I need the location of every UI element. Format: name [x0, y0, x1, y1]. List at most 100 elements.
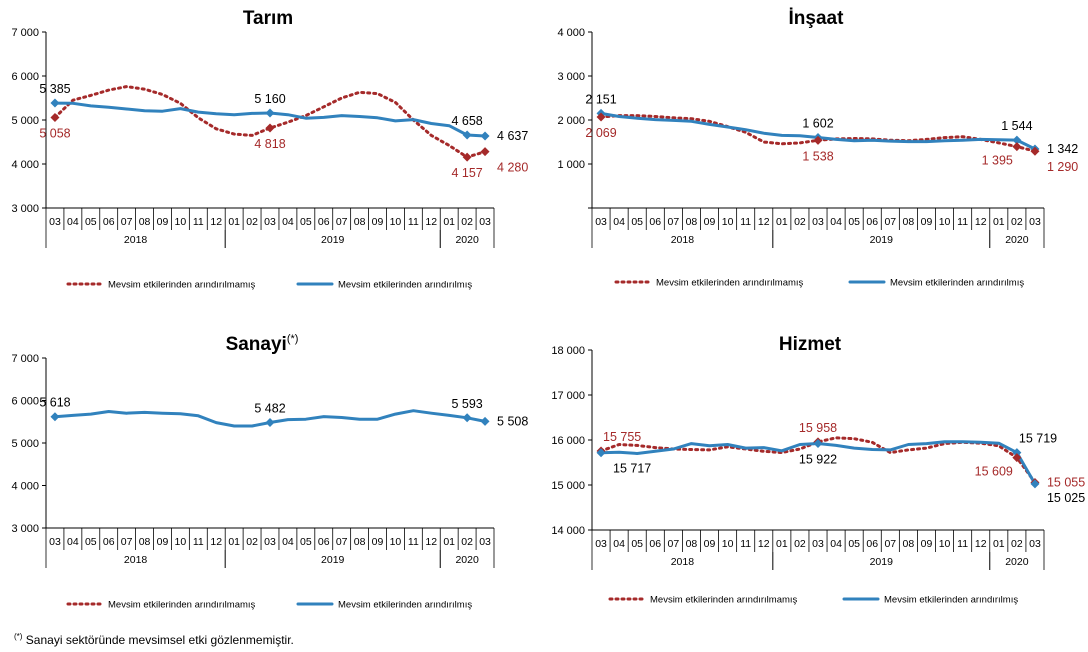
year-label: 2019: [321, 234, 345, 246]
x-tick-label: 07: [121, 216, 133, 228]
x-tick-label: 09: [921, 538, 933, 550]
y-tick-label: 3 000: [11, 203, 39, 215]
legend-label: Mevsim etkilerinden arındırılmamış: [108, 280, 256, 291]
x-tick-label: 09: [372, 216, 384, 228]
x-tick-label: 03: [812, 538, 824, 550]
y-tick-label: 17 000: [551, 390, 585, 402]
x-tick-label: 06: [318, 536, 330, 548]
x-tick-label: 10: [175, 216, 187, 228]
year-label: 2018: [124, 554, 148, 566]
x-tick-label: 05: [85, 536, 97, 548]
data-label: 15 025: [1047, 491, 1085, 505]
year-label: 2019: [321, 554, 345, 566]
x-tick-label: 12: [210, 536, 222, 548]
data-label: 15 755: [603, 430, 641, 444]
x-tick-label: 01: [776, 216, 788, 228]
x-tick-label: 08: [139, 216, 151, 228]
x-tick-label: 04: [613, 538, 625, 550]
x-tick-label: 07: [884, 216, 896, 228]
y-tick-label: 4 000: [11, 159, 39, 171]
x-tick-label: 03: [479, 536, 491, 548]
y-tick-label: 4 000: [557, 27, 585, 39]
data-label: 5 618: [39, 396, 70, 410]
y-tick-label: 5 000: [11, 115, 39, 127]
data-label: 4 637: [497, 129, 528, 143]
x-tick-label: 10: [390, 536, 402, 548]
y-tick-label: 1 000: [557, 159, 585, 171]
x-tick-label: 04: [830, 216, 842, 228]
x-tick-label: 01: [776, 538, 788, 550]
x-tick-label: 08: [354, 216, 366, 228]
marker-raw: [1012, 142, 1022, 152]
x-tick-label: 11: [957, 216, 968, 228]
x-tick-label: 12: [758, 216, 770, 228]
year-label: 2018: [671, 556, 695, 568]
data-label: 4 157: [451, 166, 482, 180]
chart-svg: Tarım 3 000 4 000 5 000 6 000 7 000 03 04 05 06 07…: [11, 8, 528, 291]
x-tick-label: 09: [372, 536, 384, 548]
x-tick-label: 05: [848, 216, 860, 228]
legend-label: Mevsim etkilerinden arındırılmış: [890, 278, 1024, 289]
y-tick-label: 7 000: [11, 353, 39, 365]
x-tick-label: 10: [939, 216, 951, 228]
x-tick-label: 07: [668, 216, 680, 228]
x-tick-label: 11: [408, 216, 419, 228]
data-label: 5 593: [451, 397, 482, 411]
marker-raw: [50, 112, 60, 122]
footnote-text: Sanayi sektöründe mevsimsel etki gözlenm…: [22, 633, 294, 647]
x-tick-label: 04: [282, 216, 294, 228]
x-tick-label: 05: [300, 536, 312, 548]
year-label: 2018: [124, 234, 148, 246]
year-label: 2020: [455, 554, 479, 566]
marker-sa: [50, 412, 60, 422]
data-label: 15 055: [1047, 476, 1085, 490]
x-tick-label: 08: [686, 216, 698, 228]
chart-insaat: İnşaat 1 000 2 000 3 000 4 000 03 04 05 06 07 08 09…: [544, 0, 1088, 300]
marker-raw: [1012, 453, 1022, 463]
marker-sa: [462, 130, 472, 140]
marker-sa: [1012, 448, 1022, 458]
chart-svg: İnşaat 1 000 2 000 3 000 4 000 03 04 05 06 07 08 09…: [557, 8, 1078, 289]
x-tick-label: 12: [975, 538, 987, 550]
x-tick-label: 03: [49, 536, 61, 548]
x-tick-label: 08: [686, 538, 698, 550]
data-label: 2 069: [585, 126, 616, 140]
chart-svg: Hizmet 14 000 15 000 16 000 17 000 18 000 03 04…: [551, 334, 1085, 606]
x-tick-label: 09: [921, 216, 933, 228]
data-label: 1 290: [1047, 160, 1078, 174]
x-tick-label: 07: [668, 538, 680, 550]
year-label: 2020: [1005, 556, 1029, 568]
data-label: 1 544: [1001, 119, 1032, 133]
chart-svg: Sanayi(*) 3 000 4 000 5 000 6 000 7 000 03 04 05…: [11, 333, 528, 611]
chart-sanayi: Sanayi(*) 3 000 4 000 5 000 6 000 7 000 03 04 05…: [0, 322, 540, 622]
data-label: 5 058: [39, 126, 70, 140]
marker-sa: [50, 98, 60, 108]
data-label: 1 538: [802, 149, 833, 163]
marker-raw: [1030, 146, 1040, 156]
marker-raw: [813, 135, 823, 145]
y-tick-label: 7 000: [11, 27, 39, 39]
x-tick-label: 10: [939, 538, 951, 550]
y-tick-label: 2 000: [557, 115, 585, 127]
x-tick-label: 01: [228, 216, 240, 228]
x-tick-label: 04: [830, 538, 842, 550]
legend-label: Mevsim etkilerinden arındırılmamış: [656, 278, 804, 289]
x-tick-label: 01: [993, 216, 1005, 228]
marker-raw: [480, 147, 490, 157]
year-label: 2018: [671, 234, 695, 246]
x-tick-label: 04: [67, 536, 79, 548]
chart-title-sup: (*): [287, 333, 299, 345]
data-label: 15 717: [613, 462, 651, 476]
x-tick-label: 10: [390, 216, 402, 228]
x-tick-label: 11: [193, 216, 204, 228]
marker-sa: [265, 108, 275, 118]
y-tick-label: 6 000: [11, 71, 39, 83]
marker-sa: [480, 131, 490, 141]
data-label: 2 151: [585, 92, 616, 106]
marker-sa: [462, 413, 472, 423]
x-tick-label: 01: [443, 216, 455, 228]
legend-label: Mevsim etkilerinden arındırılmış: [338, 280, 472, 291]
x-tick-label: 11: [740, 538, 751, 550]
data-label: 15 922: [799, 453, 837, 467]
x-tick-label: 03: [49, 216, 61, 228]
